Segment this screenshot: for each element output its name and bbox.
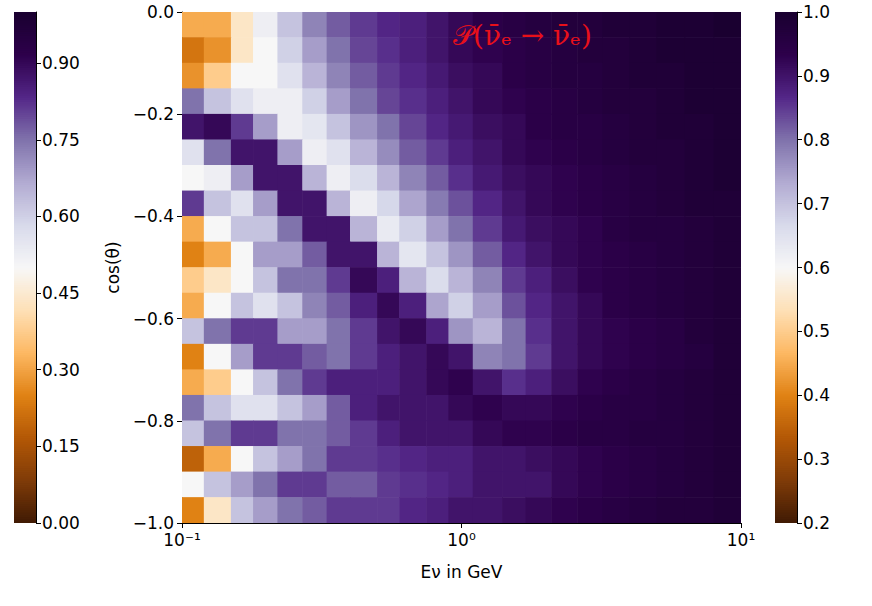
svg-text:1.0: 1.0 [803,2,830,22]
svg-text:0.30: 0.30 [42,360,80,380]
svg-text:−0.4: −0.4 [133,206,174,226]
svg-text:0.75: 0.75 [42,130,80,150]
svg-text:0.7: 0.7 [803,194,830,214]
svg-text:0.0: 0.0 [147,2,174,22]
svg-text:−0.6: −0.6 [133,309,174,329]
svg-text:0.6: 0.6 [803,258,830,278]
svg-text:0.3: 0.3 [803,449,830,469]
svg-text:−1.0: −1.0 [132,513,174,533]
svg-text:Eν in GeV: Eν in GeV [421,562,503,582]
svg-text:0.60: 0.60 [42,206,80,226]
svg-text:0.90: 0.90 [42,53,80,73]
svg-text:0.4: 0.4 [803,385,830,405]
svg-text:10⁻¹: 10⁻¹ [163,530,200,550]
svg-text:0.15: 0.15 [42,436,80,456]
svg-text:0.8: 0.8 [803,130,830,150]
svg-text:0.2: 0.2 [803,513,830,533]
svg-text:cos(θ): cos(θ) [103,241,123,293]
svg-text:−0.2: −0.2 [133,104,174,124]
svg-text:10⁰: 10⁰ [447,530,476,550]
svg-text:0.45: 0.45 [42,283,80,303]
svg-text:0.00: 0.00 [42,513,80,533]
svg-text:−0.8: −0.8 [133,411,174,431]
svg-text:10¹: 10¹ [727,530,755,550]
svg-text:𝒫(ν̄ₑ → ν̄ₑ): 𝒫(ν̄ₑ → ν̄ₑ) [453,19,592,52]
svg-text:0.9: 0.9 [803,66,830,86]
svg-text:0.5: 0.5 [803,321,830,341]
